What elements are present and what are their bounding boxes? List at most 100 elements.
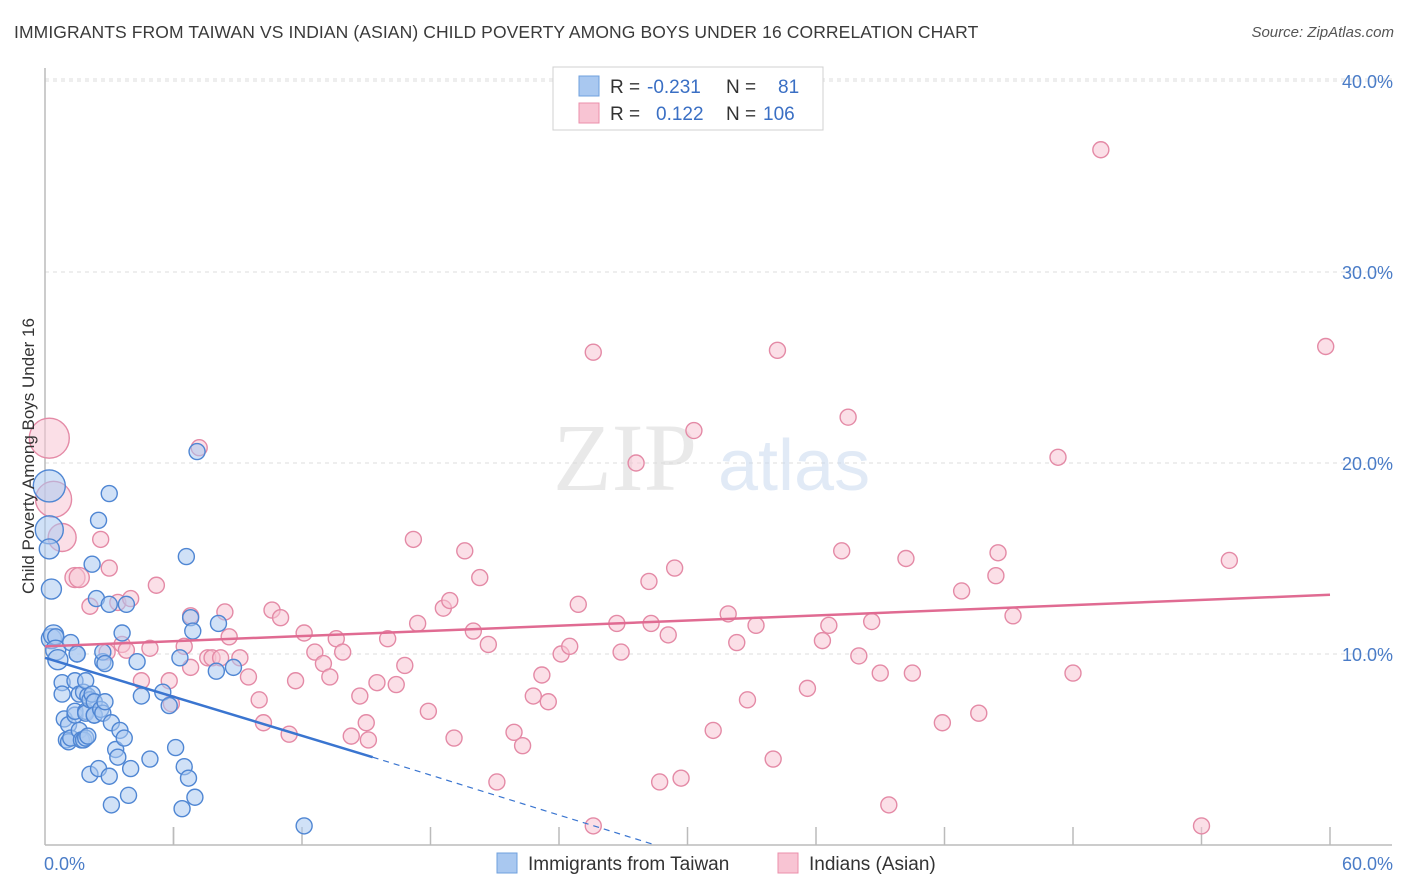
grid-lines <box>45 78 1392 655</box>
point-indian <box>91 530 110 549</box>
point-indian <box>1064 664 1082 682</box>
series-legend: Immigrants from Taiwan Indians (Asian) <box>496 852 936 875</box>
point-indian <box>321 668 339 686</box>
legend-n-value-2: 106 <box>763 104 795 125</box>
point-indian <box>387 675 405 694</box>
point-taiwan <box>121 759 140 778</box>
legend-n-value-1: 81 <box>778 77 799 98</box>
chart-title: IMMIGRANTS FROM TAIWAN VS INDIAN (ASIAN)… <box>14 22 979 42</box>
point-taiwan <box>173 800 191 818</box>
point-indian <box>479 635 498 654</box>
point-indian <box>933 714 952 732</box>
point-indian <box>747 616 765 635</box>
legend-r-value-1: -0.231 <box>647 77 701 98</box>
point-indian <box>100 559 118 577</box>
point-indian <box>903 664 922 682</box>
point-indian <box>250 691 268 709</box>
point-taiwan <box>177 547 196 566</box>
tick-labels: 10.0% 20.0% 30.0% 40.0% 0.0% 60.0% <box>44 72 1393 874</box>
trend-lines <box>44 593 1331 846</box>
point-indian <box>1004 607 1022 625</box>
watermark-zip: ZIP <box>553 404 697 511</box>
point-taiwan <box>166 738 185 757</box>
point-indian <box>396 656 414 675</box>
trendline-indian <box>44 593 1331 648</box>
point-indian <box>764 750 782 768</box>
point-indian <box>569 595 587 614</box>
point-taiwan <box>109 748 127 766</box>
correlation-legend: R = -0.231 N = 81 R = 0.122 N = 106 <box>552 66 824 131</box>
legend-r-label-2: R = <box>610 104 640 125</box>
point-indian <box>286 672 305 690</box>
y-tick-label: 40.0% <box>1342 72 1393 92</box>
point-indian <box>862 612 881 631</box>
bottom-legend-indian: Indians (Asian) <box>809 854 936 875</box>
point-indian <box>820 616 838 635</box>
point-indian <box>813 631 832 650</box>
point-indian <box>728 633 746 652</box>
trendline-taiwan-extension <box>372 756 656 846</box>
source-credit: Source: ZipAtlas.com <box>1251 24 1394 41</box>
point-taiwan <box>100 595 118 614</box>
y-axis-label: Child Poverty Among Boys Under 16 <box>19 318 38 594</box>
point-taiwan <box>100 767 118 785</box>
point-indian <box>306 643 324 661</box>
x-tick-label: 0.0% <box>44 854 85 874</box>
legend-swatch-indian <box>578 102 600 124</box>
legend-n-label-1: N = <box>726 77 756 98</box>
point-indian <box>989 544 1007 562</box>
point-indian <box>441 591 459 610</box>
point-indian <box>181 658 200 677</box>
point-taiwan <box>96 693 114 711</box>
point-indian <box>640 572 658 591</box>
point-indian <box>471 568 489 587</box>
point-taiwan <box>96 654 114 673</box>
point-taiwan <box>113 624 131 642</box>
point-taiwan <box>179 769 198 787</box>
point-indian <box>1192 817 1211 835</box>
legend-r-label-1: R = <box>610 77 640 98</box>
point-indian <box>505 723 523 742</box>
point-taiwan <box>132 687 151 705</box>
point-indian <box>456 542 474 560</box>
point-indian <box>488 773 506 791</box>
point-taiwan <box>68 645 86 663</box>
point-taiwan <box>40 578 63 600</box>
point-indian <box>612 643 630 661</box>
point-indian <box>357 714 375 732</box>
point-indian <box>141 639 159 657</box>
point-indian <box>871 664 889 682</box>
point-indian <box>672 769 690 787</box>
point-taiwan <box>128 652 146 671</box>
legend-r-value-2: 0.122 <box>656 104 704 125</box>
point-indian <box>833 542 851 560</box>
point-taiwan <box>100 484 118 503</box>
point-indian <box>659 626 677 644</box>
point-indian <box>798 679 817 698</box>
point-indian <box>1092 141 1110 159</box>
point-indian <box>333 643 352 661</box>
point-indian <box>220 628 238 646</box>
point-taiwan <box>83 555 101 573</box>
point-indian <box>685 421 703 440</box>
point-indian <box>704 721 722 740</box>
point-indian <box>513 736 532 755</box>
point-taiwan <box>209 614 228 633</box>
bottom-legend-swatch-taiwan <box>496 852 518 874</box>
point-taiwan <box>38 538 60 560</box>
point-taiwan <box>188 442 206 461</box>
point-indian <box>1317 337 1335 356</box>
point-indian <box>1220 551 1239 570</box>
point-indian <box>271 609 290 627</box>
y-tick-label: 30.0% <box>1342 263 1393 283</box>
watermark: ZIP atlas <box>553 404 870 511</box>
point-indian <box>419 702 438 720</box>
point-indian <box>1049 448 1067 466</box>
point-indian <box>342 727 360 745</box>
point-indian <box>539 693 557 711</box>
x-tick-label: 60.0% <box>1342 854 1393 874</box>
point-indian <box>561 637 579 656</box>
point-indian <box>368 673 386 692</box>
point-indian <box>627 454 645 472</box>
point-taiwan <box>117 595 136 614</box>
